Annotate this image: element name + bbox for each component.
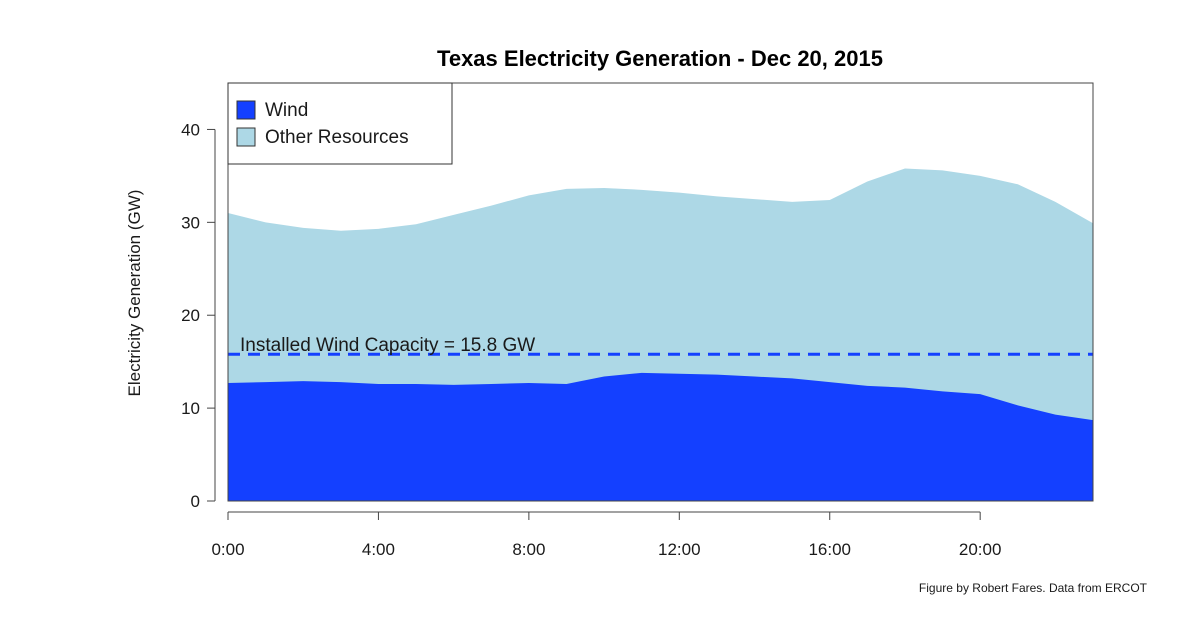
legend-box	[227, 82, 453, 165]
x-tick-label: 4:00	[362, 540, 395, 559]
legend-swatch	[236, 127, 256, 147]
legend-label: Wind	[265, 100, 308, 121]
x-tick-label: 16:00	[808, 540, 851, 559]
legend-swatch	[236, 100, 256, 120]
y-tick-label: 30	[181, 213, 200, 232]
reference-line-group: Installed Wind Capacity = 15.8 GW	[228, 335, 1093, 356]
legend: Wind Other Resources	[227, 82, 453, 165]
y-tick-label: 0	[191, 492, 200, 511]
x-axis: 0:00 4:00 8:00 12:00 16:00 20:00	[211, 511, 1002, 559]
y-axis: 0 10 20 30 40	[181, 120, 216, 511]
plot-frame	[227, 82, 1094, 502]
x-tick-label: 0:00	[211, 540, 244, 559]
chart-title: Texas Electricity Generation - Dec 20, 2…	[437, 46, 883, 71]
figure-credit: Figure by Robert Fares. Data from ERCOT	[919, 581, 1148, 595]
area-wind	[228, 372, 1093, 501]
y-axis-label: Electricity Generation (GW)	[125, 190, 144, 397]
installed-capacity-label: Installed Wind Capacity = 15.8 GW	[240, 335, 535, 356]
x-tick-label: 20:00	[959, 540, 1002, 559]
plot-areas	[228, 168, 1093, 502]
x-tick-label: 8:00	[512, 540, 545, 559]
y-tick-label: 20	[181, 306, 200, 325]
y-tick-label: 10	[181, 399, 200, 418]
y-tick-label: 40	[181, 120, 200, 139]
legend-label: Other Resources	[265, 127, 409, 148]
x-tick-label: 12:00	[658, 540, 701, 559]
